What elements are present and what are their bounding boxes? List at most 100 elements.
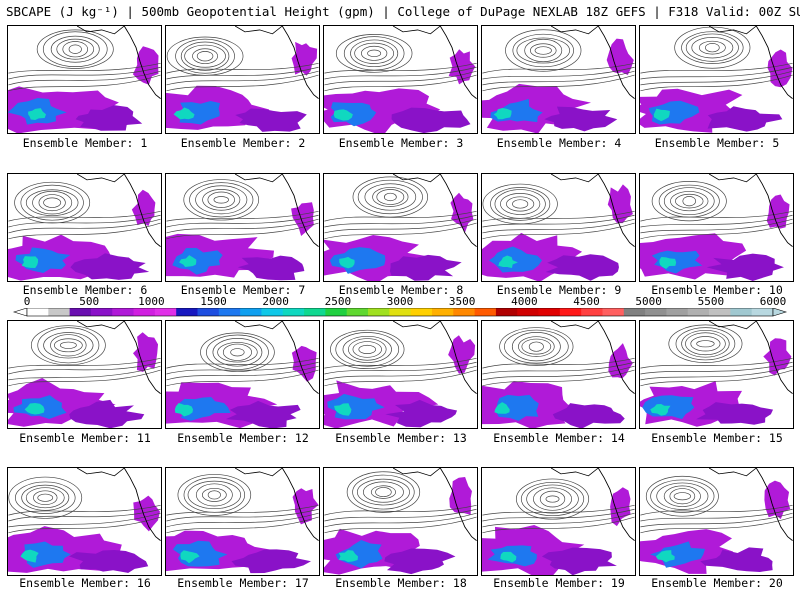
cape-shading — [166, 488, 319, 574]
forecast-map — [482, 26, 635, 133]
colorbar-swatch — [730, 308, 753, 316]
height-contours — [8, 325, 161, 387]
ensemble-member-label: Ensemble Member: 9 — [496, 283, 622, 297]
ensemble-member-label: Ensemble Member: 13 — [335, 431, 467, 445]
colorbar-tick-label: 3000 — [386, 295, 414, 308]
cape-shading — [324, 49, 476, 133]
colorbar-tick-label: 2000 — [262, 295, 289, 308]
coastline — [76, 468, 125, 477]
colorbar-swatch — [346, 308, 369, 316]
height-contours — [324, 329, 477, 387]
forecast-map — [324, 468, 477, 575]
ensemble-member-label: Ensemble Member: 18 — [335, 576, 467, 590]
ensemble-member-label: Ensemble Member: 6 — [22, 283, 148, 297]
coastline — [755, 174, 793, 247]
coastline — [550, 321, 599, 330]
forecast-map — [324, 26, 477, 133]
ensemble-member-map — [323, 467, 478, 576]
ensemble-member-map — [481, 173, 636, 282]
coastline — [755, 26, 793, 99]
colorbar-swatch — [431, 308, 454, 316]
cape-shading — [482, 487, 631, 575]
colorbar-swatch — [261, 308, 284, 316]
forecast-map — [8, 468, 161, 573]
cape-shading — [640, 338, 792, 427]
ensemble-member-map — [165, 320, 320, 429]
colorbar-tick-label: 2500 — [324, 295, 352, 308]
coastline — [123, 321, 161, 394]
coastline — [439, 26, 477, 99]
colorbar: 0 500 1000 1500 2000 2500 3000 3500 4000 4500 5000… — [0, 296, 800, 318]
cape-shading — [8, 189, 156, 281]
colorbar-tick-label: 4000 — [511, 295, 538, 308]
ensemble-member-label: Ensemble Member: 20 — [651, 576, 783, 590]
coastline — [755, 321, 793, 394]
coastline — [597, 174, 635, 247]
height-contours — [166, 36, 319, 92]
height-contours — [482, 183, 635, 240]
ensemble-member-map — [165, 467, 320, 576]
colorbar-swatch — [325, 308, 348, 316]
colorbar-tick-label: 0 — [23, 295, 31, 308]
colorbar-swatch — [304, 308, 326, 316]
ensemble-member-map — [7, 320, 162, 429]
colorbar-tick-label: 5000 — [635, 295, 662, 308]
coastline — [439, 174, 477, 247]
cape-shading — [640, 49, 793, 133]
coastline — [76, 321, 125, 330]
forecast-map — [640, 26, 793, 133]
ensemble-member-label: Ensemble Member: 2 — [180, 136, 306, 150]
colorbar-swatch — [48, 308, 71, 316]
coastline — [439, 468, 477, 541]
colorbar-swatch — [218, 308, 241, 316]
forecast-map — [8, 321, 161, 428]
height-contours — [166, 179, 319, 240]
ensemble-member-label: Ensemble Member: 11 — [19, 431, 151, 445]
coastline — [281, 174, 319, 247]
colorbar-swatch — [474, 308, 497, 316]
ensemble-member-map — [323, 25, 478, 134]
colorbar-swatch — [197, 308, 220, 316]
coastline — [392, 321, 441, 330]
colorbar-swatch — [389, 308, 412, 316]
coastline — [439, 321, 477, 394]
height-contours — [8, 181, 161, 240]
colorbar-swatch — [495, 308, 518, 316]
cape-shading — [482, 184, 633, 281]
colorbar-swatch — [559, 308, 582, 316]
ensemble-member-map — [639, 25, 794, 134]
colorbar-tick-label: 1500 — [200, 295, 227, 308]
coastline — [550, 174, 599, 183]
ensemble-member-label: Ensemble Member: 19 — [493, 576, 625, 590]
ensemble-member-map — [323, 320, 478, 429]
colorbar-tick-label: 5500 — [697, 295, 725, 308]
coastline — [76, 174, 125, 183]
ensemble-member-map — [481, 467, 636, 576]
height-contours — [8, 476, 161, 534]
forecast-map — [640, 174, 793, 281]
coastline — [281, 468, 319, 541]
ensemble-member-map — [639, 320, 794, 429]
colorbar-swatch — [751, 308, 774, 316]
colorbar-tick-label: 3500 — [448, 295, 476, 308]
ensemble-member-map — [481, 320, 636, 429]
ensemble-member-map — [7, 467, 162, 576]
coastline — [123, 468, 161, 541]
height-contours — [482, 478, 635, 534]
cape-shading — [8, 46, 159, 133]
colorbar-swatch — [282, 308, 305, 316]
cape-shading — [482, 38, 634, 133]
coastline — [597, 468, 635, 541]
coastline — [76, 26, 125, 35]
cape-shading — [324, 192, 474, 281]
forecast-map — [482, 468, 635, 575]
forecast-map — [640, 468, 793, 574]
cape-shading — [166, 41, 318, 132]
coastline — [234, 321, 283, 330]
ensemble-member-label: Ensemble Member: 12 — [177, 431, 309, 445]
cape-shading — [8, 495, 160, 573]
height-contours — [482, 327, 635, 387]
colorbar-swatch — [581, 308, 603, 316]
coastline — [755, 468, 793, 541]
colorbar-swatch — [240, 308, 262, 316]
